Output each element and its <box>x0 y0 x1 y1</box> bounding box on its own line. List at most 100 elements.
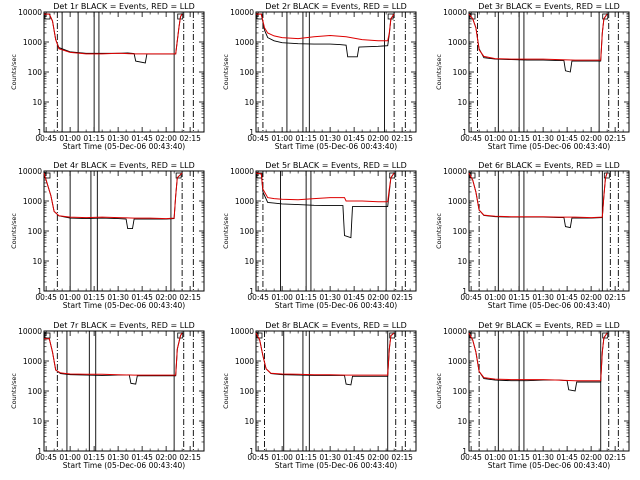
x-tick-label: 01:00 <box>271 293 293 302</box>
x-tick-label: 01:15 <box>295 453 317 462</box>
x-tick-label: 01:45 <box>556 293 578 302</box>
y-tick-label: 1000 <box>23 197 42 206</box>
start-marker-box <box>44 332 51 339</box>
detector-panel: Det 3r BLACK = Events, RED = LLD 1 10 100 10… <box>435 2 630 151</box>
end-marker-box <box>389 172 396 179</box>
x-tick-label: 02:15 <box>604 453 626 462</box>
x-tick-label: 02:00 <box>155 134 177 143</box>
x-tick-label: 01:30 <box>532 293 554 302</box>
y-tick-label: 100 <box>240 387 255 396</box>
y-tick-label: 10 <box>32 417 42 426</box>
lld-series-line <box>255 172 395 203</box>
plot-frame <box>43 330 205 452</box>
panel-title: Det 9r BLACK = Events, RED = LLD <box>478 321 620 330</box>
x-tick-label: 02:15 <box>179 134 201 143</box>
end-marker-box <box>175 172 182 179</box>
y-axis-label: Counts/sec <box>435 213 443 249</box>
events-series-line <box>468 13 608 73</box>
y-tick-label: 10 <box>457 98 467 107</box>
x-tick-label: 01:30 <box>319 453 341 462</box>
start-marker-box <box>256 172 263 179</box>
x-axis-label: Start Time (05-Dec-06 00:43:40) <box>488 301 610 310</box>
y-tick-label: 100 <box>240 68 255 77</box>
lld-series-line <box>468 172 608 219</box>
x-tick-label: 02:00 <box>580 453 602 462</box>
y-tick-label: 10000 <box>230 327 254 336</box>
x-tick-label: 01:45 <box>131 293 153 302</box>
x-tick-label: 00:45 <box>35 293 57 302</box>
x-tick-label: 01:15 <box>508 293 530 302</box>
x-tick-label: 00:45 <box>35 134 57 143</box>
x-tick-label: 02:15 <box>179 453 201 462</box>
y-tick-label: 10000 <box>230 8 254 17</box>
detector-panel: Det 5r BLACK = Events, RED = LLD 1 10 100 10… <box>222 161 417 310</box>
y-tick-label: 10 <box>244 257 254 266</box>
y-tick-label: 100 <box>240 227 255 236</box>
y-tick-label: 1 <box>462 128 467 137</box>
x-tick-label: 01:00 <box>484 134 506 143</box>
y-tick-label: 10000 <box>443 8 467 17</box>
x-tick-label: 02:15 <box>391 453 413 462</box>
x-tick-label: 02:00 <box>367 453 389 462</box>
y-axis-label: Counts/sec <box>10 213 18 249</box>
events-series-line <box>256 13 395 58</box>
x-tick-label: 01:00 <box>484 293 506 302</box>
plot-frame <box>43 11 205 133</box>
y-axis-label: Counts/sec <box>222 213 230 249</box>
y-tick-label: 10 <box>457 257 467 266</box>
events-series-line <box>255 332 395 386</box>
x-tick-label: 00:45 <box>247 134 269 143</box>
lld-series-line <box>468 332 608 382</box>
y-tick-label: 10000 <box>230 167 254 176</box>
y-tick-label: 1 <box>37 287 42 296</box>
x-tick-label: 02:15 <box>604 293 626 302</box>
x-tick-label: 01:00 <box>59 293 81 302</box>
y-axis-label: Counts/sec <box>10 54 18 90</box>
x-tick-label: 02:00 <box>580 134 602 143</box>
x-axis-label: Start Time (05-Dec-06 00:43:40) <box>63 142 185 151</box>
detector-panel: Det 6r BLACK = Events, RED = LLD 1 10 100 10… <box>435 161 630 310</box>
events-series-line <box>255 172 395 239</box>
plot-frame <box>468 11 630 133</box>
x-tick-label: 00:45 <box>247 453 269 462</box>
lld-series-line <box>43 172 183 220</box>
y-tick-label: 100 <box>28 387 43 396</box>
x-tick-label: 02:00 <box>155 453 177 462</box>
x-axis-label: Start Time (05-Dec-06 00:43:40) <box>275 461 397 470</box>
end-marker-box <box>389 332 396 339</box>
y-tick-label: 10000 <box>18 327 42 336</box>
y-axis-label: Counts/sec <box>435 54 443 90</box>
plot-frame <box>255 11 417 133</box>
x-tick-label: 01:30 <box>532 453 554 462</box>
x-tick-label: 01:00 <box>271 453 293 462</box>
lld-series-line <box>255 332 395 376</box>
x-axis-label: Start Time (05-Dec-06 00:43:40) <box>275 301 397 310</box>
end-marker-box <box>603 172 610 179</box>
x-tick-label: 00:45 <box>460 134 482 143</box>
y-tick-label: 10 <box>32 257 42 266</box>
y-tick-label: 1000 <box>235 357 254 366</box>
panel-title: Det 1r BLACK = Events, RED = LLD <box>53 2 195 11</box>
lld-series-line <box>44 332 183 376</box>
x-tick-label: 01:00 <box>484 453 506 462</box>
x-tick-label: 01:45 <box>556 453 578 462</box>
x-tick-label: 01:00 <box>59 134 81 143</box>
x-tick-label: 01:45 <box>343 293 365 302</box>
detector-panel: Det 8r BLACK = Events, RED = LLD 1 10 100 10… <box>222 321 417 470</box>
y-tick-label: 1000 <box>23 357 42 366</box>
y-tick-label: 10000 <box>18 167 42 176</box>
x-tick-label: 01:00 <box>59 453 81 462</box>
x-tick-label: 00:45 <box>460 453 482 462</box>
y-tick-label: 1 <box>249 128 254 137</box>
x-tick-label: 01:30 <box>107 293 129 302</box>
panel-title: Det 3r BLACK = Events, RED = LLD <box>478 2 620 11</box>
x-tick-label: 00:45 <box>247 293 269 302</box>
y-tick-label: 10 <box>244 417 254 426</box>
y-tick-label: 10 <box>457 417 467 426</box>
y-tick-label: 1000 <box>235 197 254 206</box>
y-tick-label: 10000 <box>443 327 467 336</box>
x-tick-label: 02:15 <box>179 293 201 302</box>
plot-frame <box>43 170 205 292</box>
detector-panel: Det 7r BLACK = Events, RED = LLD 1 10 100 10… <box>10 321 205 470</box>
y-tick-label: 10 <box>32 98 42 107</box>
